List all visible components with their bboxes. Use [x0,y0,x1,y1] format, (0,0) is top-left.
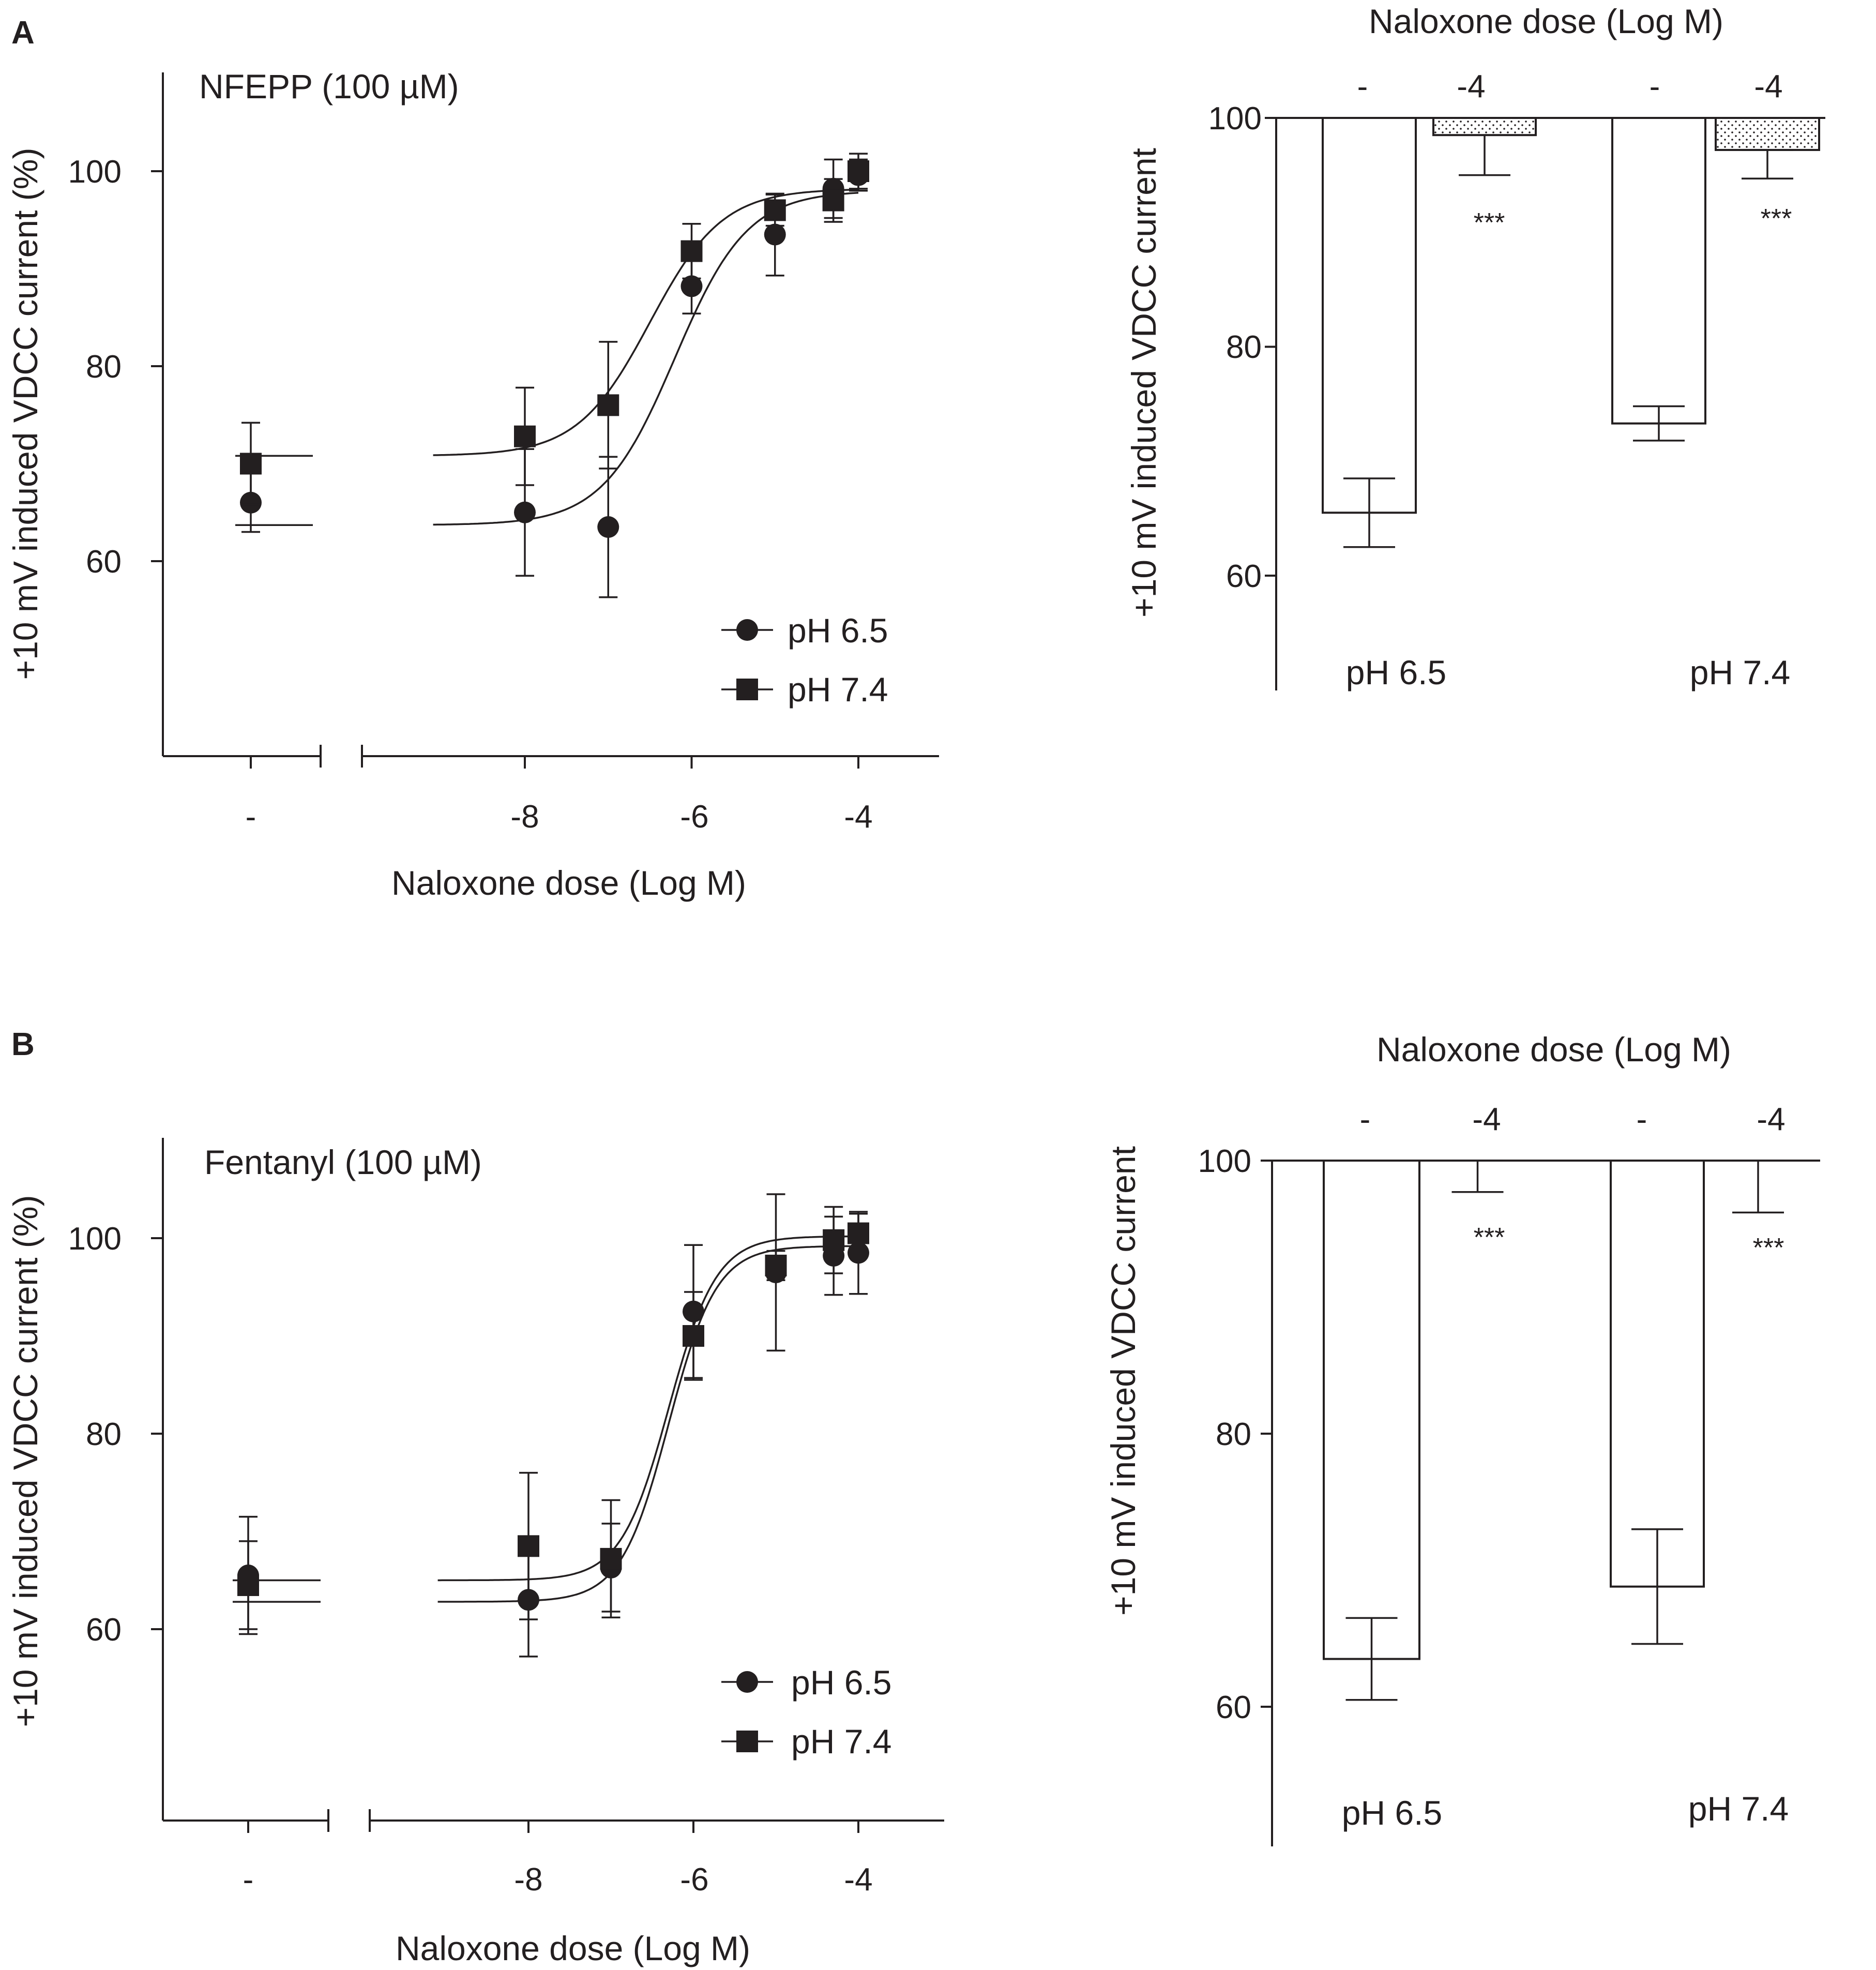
panel-b-bar-marks [1261,1160,1820,1846]
bar-1-bar-2 [1610,1160,1705,1588]
panel-a-x-tick-3: -4 [844,799,872,835]
panel-0-s0-point-1 [597,516,619,538]
bar-0-bar-0 [1322,117,1417,514]
panel-b-bar-dose-label-3: - [1637,1102,1647,1137]
panel-a-legend-label-2: pH 7.4 [788,670,888,709]
panel-b-bar-y-tick-3: 100 [1198,1144,1251,1179]
panel-1-fit-curve-0 [437,1245,858,1603]
panel-a-y-tick-2: 80 [86,349,122,385]
panel-0-s1-point-5 [848,160,869,182]
panel-b-x-tick-break: - [243,1862,254,1898]
panel-0-s0-point-3 [764,223,786,246]
panel-1-legend-marker-1 [736,1731,758,1752]
panel-a-x-axis-label: Naloxone dose (Log M) [391,864,746,902]
panel-1-s1-point-2 [683,1325,704,1347]
panel-a-bar-y-tick-2: 80 [1226,329,1262,365]
panel-b-bar-y-tick-2: 80 [1216,1417,1251,1452]
panel-0-s1-point-3 [764,199,786,221]
panel-0-s1-point-4 [822,189,844,212]
panel-1-s1-point-1 [600,1547,622,1570]
panel-b-y-tick-2: 80 [86,1417,122,1452]
panel-0-s1-point-2 [680,240,703,262]
bar-0-bar-2 [1611,117,1706,425]
panel-b-annotation: Fentanyl (100 µM) [204,1143,482,1181]
panel-a-dose-response: NFEPP (100 µM) +10 mV induced VDCC curre… [6,67,939,902]
panel-0-s1-point-1 [597,394,619,416]
panel-0-fit-curve-1 [433,188,859,456]
panel-b-x-axis-label: Naloxone dose (Log M) [396,1929,750,1967]
bar-1-bar-0 [1323,1160,1420,1660]
panel-b-bar-group-label-1: pH 6.5 [1342,1794,1442,1832]
panel-0-s1-control-point [240,453,262,475]
panel-b-bar-dose-label-2: -4 [1472,1102,1501,1137]
panel-a-bar-chart: Naloxone dose (Log M) +10 mV induced VDC… [1125,2,1825,691]
panel-a-bar-marks [1265,117,1825,690]
panel-a-bar-y-tick-1: 60 [1226,559,1262,594]
panel-a-bar-dose-label-4: -4 [1754,69,1782,104]
panel-b-y-tick-3: 100 [68,1221,122,1257]
panel-0-legend-marker-0 [736,619,758,641]
panel-a-y-tick-3: 100 [68,154,122,190]
panel-1-s1-point-0 [518,1535,539,1557]
panel-a-bar-dose-label-1: - [1357,69,1368,104]
panel-b-x-tick-2: -6 [680,1862,708,1898]
panel-b-bar-sig-1: *** [1474,1223,1505,1253]
bar-0-bar-1 [1432,117,1537,137]
panel-b-bar-y-tick-1: 60 [1216,1690,1251,1725]
panel-a-bar-y-tick-3: 100 [1208,101,1262,137]
panel-b-bar-y-axis-label: +10 mV induced VDCC current [1104,1146,1142,1616]
panel-a-dose-response-marks [151,72,939,769]
panel-b-bar-chart: Naloxone dose (Log M) +10 mV induced VDC… [1104,1030,1820,1846]
panel-b-y-tick-1: 60 [86,1612,122,1648]
panel-0-s0-point-2 [680,275,703,297]
panel-a-bar-group-label-2: pH 7.4 [1690,653,1790,691]
panel-b-dose-response-marks [151,1138,944,1833]
panel-a-y-tick-1: 60 [86,544,122,580]
panel-b-x-tick-3: -4 [844,1862,872,1898]
panel-label-b: B [11,1027,35,1062]
panel-a-bar-dose-label-2: -4 [1457,69,1485,104]
panel-a-y-axis-label: +10 mV induced VDCC current (%) [6,148,44,680]
panel-a-bar-sig-1: *** [1474,208,1505,238]
panel-0-s0-point-0 [514,501,536,523]
panel-b-bar-dose-label-1: - [1360,1102,1371,1137]
panel-b-bar-group-label-2: pH 7.4 [1688,1789,1789,1828]
panel-b-bar-dose-label-4: -4 [1757,1102,1785,1137]
panel-1-legend-marker-0 [736,1671,758,1693]
panel-a-bar-dose-label-3: - [1650,69,1660,104]
panel-1-s1-point-3 [765,1254,787,1276]
panel-a-x-tick-1: -8 [510,799,539,835]
panel-0-legend-marker-1 [736,679,758,700]
panel-0-fit-curve-0 [433,192,859,526]
panel-a-bar-y-axis-label: +10 mV induced VDCC current [1125,148,1163,618]
panel-1-fit-curve-1 [437,1235,858,1582]
panel-a-bar-group-label-1: pH 6.5 [1346,653,1446,691]
panel-1-s1-point-5 [848,1222,869,1244]
panel-0-s1-point-0 [514,425,536,447]
panel-a-bar-top-title: Naloxone dose (Log M) [1369,2,1723,40]
panel-a-legend-label-1: pH 6.5 [788,611,888,650]
panel-b-bar-top-title: Naloxone dose (Log M) [1376,1030,1731,1069]
panel-1-s1-control-point [237,1574,259,1596]
panel-b-dose-response: Fentanyl (100 µM) +10 mV induced VDCC cu… [6,1138,944,1967]
panel-b-y-axis-label: +10 mV induced VDCC current (%) [6,1195,44,1727]
bar-0-bar-3 [1715,117,1820,151]
panel-1-s1-point-4 [823,1229,845,1251]
panel-b-legend-label-1: pH 6.5 [791,1663,891,1702]
panel-b-legend-label-2: pH 7.4 [791,1722,891,1761]
panel-b-bar-sig-2: *** [1753,1233,1784,1263]
panel-a-bar-sig-2: *** [1761,204,1792,234]
panel-a-x-tick-break: - [246,799,256,835]
panel-b-x-tick-1: -8 [514,1862,542,1898]
panel-a-annotation: NFEPP (100 µM) [199,67,459,106]
panel-a-x-tick-2: -6 [680,799,708,835]
panel-label-a: A [11,15,35,51]
